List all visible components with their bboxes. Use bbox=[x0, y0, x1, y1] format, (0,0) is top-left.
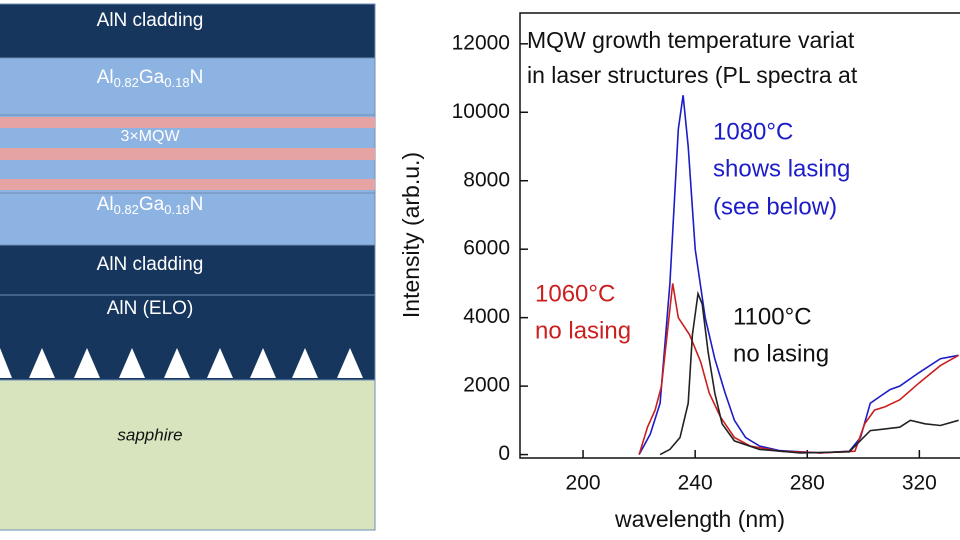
annotation: 1060°C no lasing bbox=[535, 280, 631, 344]
chart-title: in laser structures (PL spectra at bbox=[527, 62, 858, 88]
y-tick-label: 8000 bbox=[463, 168, 510, 191]
quantum-well bbox=[0, 179, 375, 190]
layer-label: Al0.82Ga0.18N bbox=[97, 194, 204, 217]
y-tick-label: 2000 bbox=[463, 374, 510, 397]
quantum-well bbox=[0, 117, 375, 128]
chart-title: MQW growth temperature variat bbox=[527, 27, 855, 53]
layer-algan bbox=[0, 57, 376, 116]
y-tick-label: 6000 bbox=[463, 237, 510, 260]
layer-diagram: AlN cladding Al0.82Ga0.18N 3×MQW Al0.82G… bbox=[0, 3, 376, 531]
annotation-line: 1060°C bbox=[535, 280, 615, 307]
label-part: N bbox=[190, 67, 204, 88]
y-tick-label: 10000 bbox=[452, 100, 510, 123]
layer-label: 3×MQW bbox=[120, 128, 180, 145]
annotation-line: no lasing bbox=[733, 340, 829, 367]
annotation-line: 1100°C bbox=[733, 303, 812, 330]
spectrum-line bbox=[638, 283, 959, 455]
layer-aln-cladding bbox=[0, 3, 376, 59]
annotation: 1100°C no lasing bbox=[733, 303, 829, 367]
layer-aln-cladding bbox=[0, 244, 376, 296]
label-part: Ga bbox=[139, 67, 165, 88]
layer-label: AlN cladding bbox=[97, 254, 204, 275]
y-tick-label: 4000 bbox=[463, 305, 510, 328]
y-tick-label: 0 bbox=[498, 442, 510, 465]
layer-sapphire bbox=[0, 379, 376, 531]
label-sub: 0.82 bbox=[114, 202, 139, 217]
x-tick-label: 280 bbox=[790, 472, 825, 495]
x-axis-label: wavelength (nm) bbox=[614, 506, 785, 532]
x-tick-label: 200 bbox=[566, 472, 601, 495]
spectrum-line bbox=[659, 290, 959, 456]
label-part: N bbox=[190, 194, 204, 215]
annotation-line: no lasing bbox=[535, 317, 631, 344]
annotation-line: (see below) bbox=[713, 193, 837, 220]
layer-label: Al0.82Ga0.18N bbox=[97, 67, 204, 90]
spectrum-line bbox=[638, 95, 959, 455]
annotation-line: shows lasing bbox=[713, 155, 850, 182]
layer-label: AlN (ELO) bbox=[107, 298, 194, 319]
voids bbox=[0, 348, 363, 378]
label-part: Al bbox=[97, 67, 114, 88]
layer-label: AlN cladding bbox=[97, 10, 204, 31]
quantum-well bbox=[0, 148, 375, 160]
layer-algan bbox=[0, 192, 376, 246]
label-sub: 0.18 bbox=[164, 75, 189, 90]
annotation-line: 1080°C bbox=[713, 118, 793, 145]
y-axis-label: Intensity (arb.u.) bbox=[398, 152, 424, 318]
layer-label: sapphire bbox=[117, 425, 182, 444]
label-part: Al bbox=[97, 194, 114, 215]
y-tick-label: 12000 bbox=[452, 31, 510, 54]
label-sub: 0.18 bbox=[164, 202, 189, 217]
x-tick-label: 320 bbox=[902, 472, 937, 495]
label-part: Ga bbox=[139, 194, 165, 215]
annotation: 1080°C shows lasing (see below) bbox=[713, 118, 850, 220]
x-tick-label: 240 bbox=[678, 472, 713, 495]
label-sub: 0.82 bbox=[114, 75, 139, 90]
axes-frame bbox=[519, 12, 960, 459]
